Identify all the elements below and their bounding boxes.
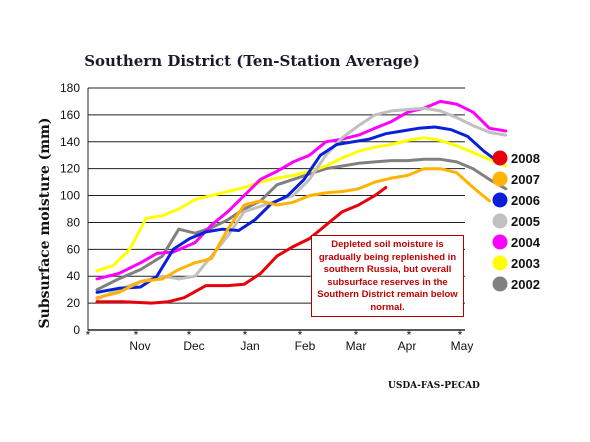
- x-tick-marker: *: [298, 328, 303, 342]
- y-tick-label: 20: [67, 296, 81, 310]
- legend-marker-2006: [492, 192, 508, 208]
- legend-marker-2002: [492, 276, 508, 292]
- legend-label-2006: 2006: [511, 193, 540, 208]
- chart-title: Southern District (Ten-Station Average): [84, 52, 420, 70]
- x-tick-label: Mar: [346, 339, 367, 353]
- x-tick-label: Jan: [240, 339, 259, 353]
- series-line-2006: [95, 125, 502, 294]
- y-tick-label: 120: [60, 162, 80, 176]
- legend-label-2004: 2004: [511, 235, 541, 250]
- series-line-2008: [95, 186, 388, 305]
- x-tick-marker: *: [458, 328, 463, 342]
- y-axis-label: Subsurface moisture (mm): [37, 118, 53, 329]
- annotation-box: Depleted soil moisture is gradually bein…: [311, 235, 464, 317]
- legend-marker-2004: [492, 234, 508, 250]
- y-tick-label: 60: [67, 242, 81, 256]
- series-line-2005: [95, 106, 508, 301]
- x-tick-marker: *: [86, 328, 91, 342]
- series-line-2003: [95, 136, 508, 273]
- y-tick-label: 100: [60, 189, 80, 203]
- series-line-2007: [95, 167, 491, 300]
- legend-marker-2003: [492, 255, 508, 271]
- legend-label-2005: 2005: [511, 214, 540, 229]
- x-tick-label: May: [451, 339, 474, 353]
- legend-label-2002: 2002: [511, 277, 540, 292]
- y-tick-label: 40: [67, 269, 81, 283]
- legend-marker-2005: [492, 213, 508, 229]
- x-tick-marker: *: [243, 328, 248, 342]
- legend-marker-2007: [492, 171, 508, 187]
- y-tick-label: 140: [60, 135, 80, 149]
- y-tick-label: 80: [67, 215, 81, 229]
- x-tick-marker: *: [354, 328, 359, 342]
- x-tick-label: Apr: [398, 339, 417, 353]
- x-tick-label: Dec: [183, 339, 204, 353]
- y-tick-label: 160: [60, 108, 80, 122]
- legend: 2008 2007 2006 2005 2004 2003 2002: [492, 150, 541, 292]
- x-tick-label: Nov: [129, 339, 150, 353]
- legend-marker-2008: [492, 150, 508, 166]
- x-tick-label: Feb: [295, 339, 316, 353]
- x-tick-marker: *: [407, 328, 412, 342]
- x-tick-marker: *: [187, 328, 192, 342]
- x-tick-marker: *: [134, 328, 139, 342]
- legend-label-2008: 2008: [511, 151, 540, 166]
- y-tick-label: 0: [73, 323, 80, 337]
- legend-label-2007: 2007: [511, 172, 540, 187]
- source-label: USDA-FAS-PECAD: [388, 381, 480, 391]
- y-tick-label: 180: [60, 81, 80, 95]
- legend-label-2003: 2003: [511, 256, 540, 271]
